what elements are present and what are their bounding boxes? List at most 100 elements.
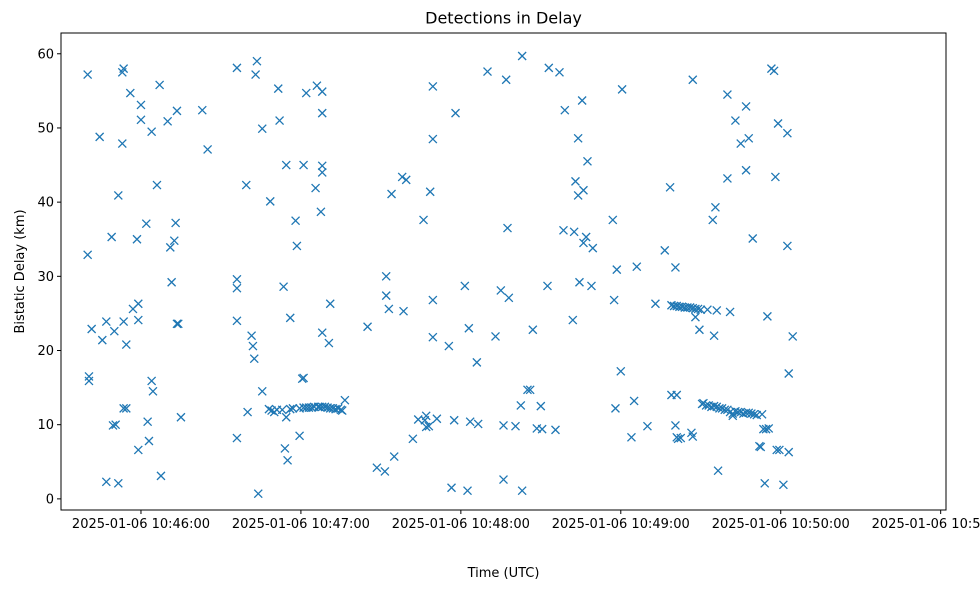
data-point xyxy=(421,422,431,432)
data-point xyxy=(712,305,722,315)
data-point xyxy=(108,420,118,430)
data-point xyxy=(588,243,598,253)
data-point xyxy=(232,283,242,293)
data-point xyxy=(316,207,326,217)
data-point xyxy=(425,187,435,197)
data-point xyxy=(536,401,546,411)
y-tick-label: 10 xyxy=(37,418,54,433)
data-point xyxy=(583,156,592,166)
data-point xyxy=(156,471,166,481)
data-point xyxy=(788,331,798,341)
data-point xyxy=(676,433,686,443)
data-point xyxy=(573,133,583,143)
data-point xyxy=(247,331,257,341)
data-point xyxy=(399,306,408,316)
data-point xyxy=(133,445,143,455)
data-point xyxy=(325,299,335,309)
data-point xyxy=(555,67,564,77)
data-point xyxy=(381,291,391,301)
data-point xyxy=(713,466,723,476)
data-point xyxy=(133,299,143,309)
data-point xyxy=(491,331,500,341)
data-point xyxy=(84,376,94,386)
data-point xyxy=(152,180,162,190)
data-point xyxy=(736,139,746,148)
data-point xyxy=(265,196,275,206)
data-point xyxy=(363,322,373,332)
data-point xyxy=(249,354,259,364)
data-point xyxy=(744,408,754,418)
data-point xyxy=(760,478,770,488)
data-point xyxy=(511,421,520,431)
y-axis-label: Bistatic Delay (km) xyxy=(13,209,28,333)
data-point xyxy=(337,406,347,416)
data-point xyxy=(464,323,474,333)
data-point xyxy=(311,183,321,193)
data-point xyxy=(232,433,242,443)
data-point xyxy=(728,411,738,421)
data-point xyxy=(163,116,173,126)
data-point xyxy=(257,124,267,134)
data-point xyxy=(133,315,143,325)
data-point xyxy=(610,403,620,413)
data-point xyxy=(501,75,511,85)
plot-frame xyxy=(60,32,947,511)
data-point xyxy=(748,234,758,243)
data-point xyxy=(169,236,179,246)
data-point xyxy=(770,172,780,182)
data-point xyxy=(83,70,93,80)
data-point xyxy=(125,88,135,98)
data-point xyxy=(672,390,682,400)
data-point xyxy=(317,161,327,171)
data-point xyxy=(301,88,311,98)
data-point xyxy=(587,281,596,291)
data-point xyxy=(143,417,153,427)
data-point xyxy=(774,445,784,455)
data-point xyxy=(575,277,584,287)
data-point xyxy=(257,386,267,396)
data-point xyxy=(253,489,263,499)
y-tick-label: 20 xyxy=(37,344,54,359)
data-point xyxy=(148,386,158,396)
data-point xyxy=(722,173,732,183)
data-point xyxy=(782,128,792,138)
data-point xyxy=(516,400,526,410)
data-point xyxy=(709,401,719,411)
data-point xyxy=(444,341,454,351)
data-point xyxy=(389,452,399,462)
data-point xyxy=(496,285,506,295)
data-point xyxy=(696,305,706,315)
data-point xyxy=(273,84,283,94)
data-point xyxy=(761,424,771,434)
data-point xyxy=(465,417,475,427)
data-point xyxy=(581,232,591,242)
x-tick-label: 2025-01-06 10:51:00 xyxy=(872,517,980,532)
data-point xyxy=(473,419,483,429)
x-tick-label: 2025-01-06 10:48:00 xyxy=(392,517,530,532)
data-point xyxy=(543,281,552,291)
data-point xyxy=(544,63,554,73)
data-point xyxy=(525,385,535,395)
data-point xyxy=(136,100,146,110)
data-point xyxy=(147,376,157,386)
data-point xyxy=(197,105,207,115)
data-point xyxy=(778,480,788,490)
data-point xyxy=(764,423,774,433)
data-point xyxy=(285,313,295,323)
data-point xyxy=(117,139,127,148)
data-point xyxy=(285,404,295,414)
data-point xyxy=(784,447,794,457)
data-point xyxy=(113,478,123,488)
data-point xyxy=(725,307,735,317)
data-point xyxy=(167,277,177,287)
data-point xyxy=(688,432,698,442)
data-point xyxy=(203,145,213,154)
data-point xyxy=(408,434,418,444)
data-point xyxy=(559,225,568,235)
data-point xyxy=(428,332,438,342)
data-point xyxy=(577,96,587,105)
data-point xyxy=(773,119,783,128)
data-point xyxy=(119,403,129,413)
data-point xyxy=(690,312,700,322)
